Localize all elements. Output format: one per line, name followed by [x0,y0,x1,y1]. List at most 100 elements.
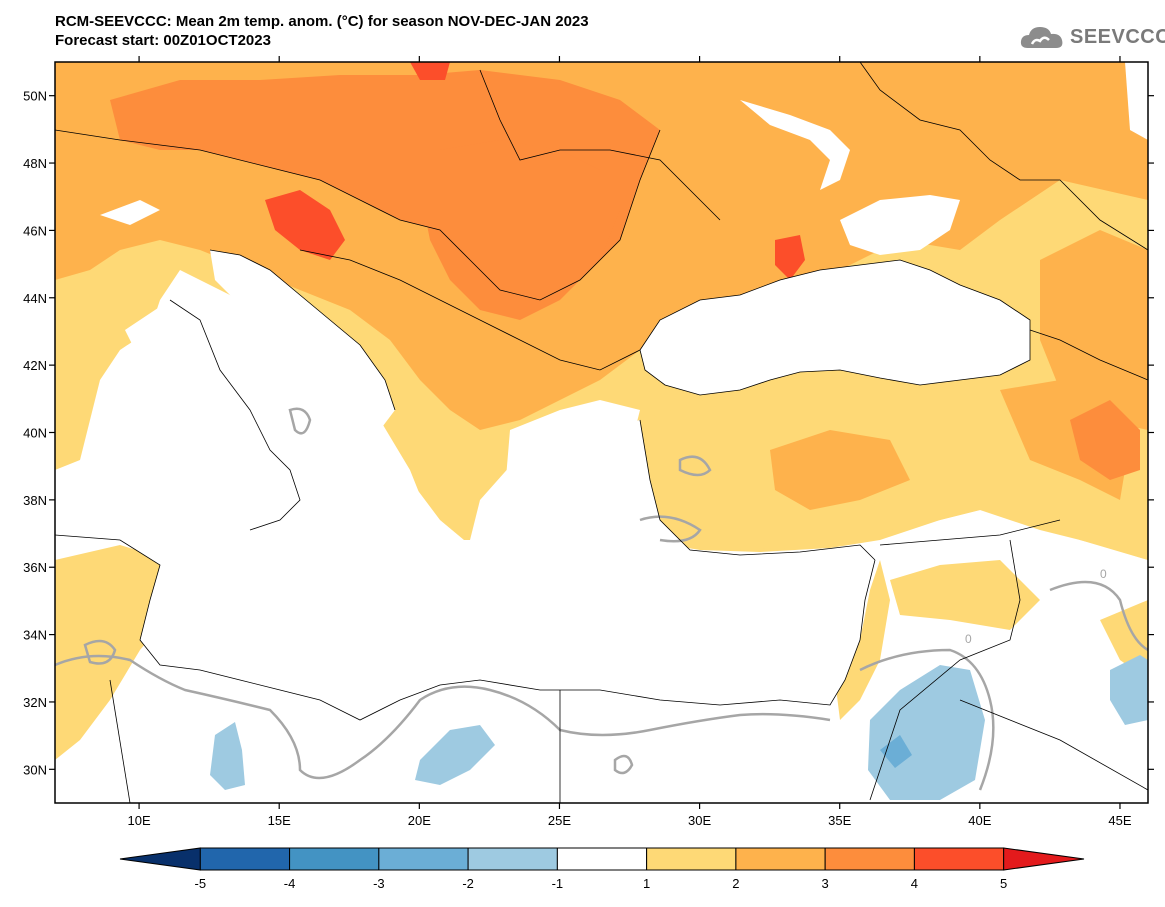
lat-tick-label: 42N [23,358,47,373]
lon-tick-label: 20E [408,813,431,828]
colorbar-swatch-max [1003,847,1085,871]
lat-tick-label: 50N [23,89,47,104]
anomaly-zone-neg-libya [210,722,245,790]
lat-tick-label: 44N [23,291,47,306]
zero-contour-north-africa [55,654,831,780]
black-sea [640,260,1030,395]
adriatic-sea [210,250,395,430]
lon-tick-label: 45E [1108,813,1131,828]
border-arabia [959,699,1148,791]
colorbar-swatch [735,847,826,871]
title-line-2: Forecast start: 00Z01OCT2023 [55,32,271,49]
logo-text: SEEVCCC [1070,26,1165,48]
negative-anomalies [210,655,1148,800]
border-central-europe [55,129,661,301]
border-east [859,62,1148,251]
anomaly-zone-2-3-turkey [770,430,910,510]
zero-contour-east [1049,580,1148,652]
colorbar-label: 1 [643,876,650,891]
aegean-sea [505,400,640,560]
anomaly-zone-neg-egypt [415,725,495,785]
border-balkans [299,249,641,371]
colorbar-swatch [913,847,1005,871]
border-iraq [869,539,1021,801]
colorbar-label: -5 [195,876,207,891]
colorbar-label: 2 [732,876,739,891]
lat-tick-label: 36N [23,560,47,575]
lon-tick-label: 15E [268,813,291,828]
lat-tick-label: 46N [23,223,47,238]
zero-contour-italy [288,407,312,435]
colorbar-swatch [199,847,291,871]
seevccc-logo: SEEVCCC [1018,22,1165,54]
title-line-1: RCM-SEEVCCC: Mean 2m temp. anom. (°C) fo… [55,13,589,30]
coastline-black-sea [639,259,1031,396]
border-turkey-syria [879,519,1061,546]
colorbar-label: -4 [284,876,296,891]
coastline-adriatic [209,249,396,411]
lon-tick-label: 40E [968,813,991,828]
anomaly-zone-neg-east [1110,655,1148,725]
mediterranean-sea [55,330,875,720]
colorbar-swatch [646,847,737,871]
lon-tick-label: 25E [548,813,571,828]
lat-tick-label: 34N [23,628,47,643]
lat-tick-label: 38N [23,493,47,508]
anomaly-shading [55,62,1148,760]
coastline-north-africa [55,534,876,721]
colorbar-swatch [824,847,915,871]
caspian-edge [1125,62,1148,140]
lon-tick-label: 35E [828,813,851,828]
border-tunisia-libya [109,679,131,803]
lat-tick-label: 30N [23,762,47,777]
sea-fragment [100,200,160,225]
colorbar-swatch [378,847,469,871]
lat-tick-label: 40N [23,426,47,441]
map-title: RCM-SEEVCCC: Mean 2m temp. anom. (°C) fo… [55,12,589,50]
anomaly-zone-4-5-crimea [775,235,805,280]
colorbar-swatch [467,847,558,871]
latitude-axis: 30N 32N 34N 36N 38N 40N 42N 44N 46N 48N 50N [23,89,1154,777]
lat-tick-label: 48N [23,156,47,171]
dnieper-reservoir [740,100,850,190]
tyrrhenian-sea [125,300,270,480]
anomaly-zone-4-5 [265,190,345,260]
colorbar-label: -3 [373,876,385,891]
anomaly-zone-1-2-egypt-coast [835,560,890,720]
anomaly-zone-neg-arabia-core [880,735,912,768]
borders [55,62,1148,803]
map-plot-area [55,62,1148,803]
lat-tick-label: 32N [23,695,47,710]
lon-tick-label: 10E [128,813,151,828]
anomaly-zone-3-4-east [1070,400,1140,480]
colorbar-label: -1 [552,876,564,891]
lon-tick-label: 30E [688,813,711,828]
colorbar-swatch [556,847,648,871]
colorbar: -5 -4 -3 -2 -1 1 2 3 4 5 [119,847,1085,891]
anomaly-zone-1-2-libya [55,545,170,760]
zero-contour-turkey [639,515,702,543]
zero-contours [55,407,1148,791]
contour-label-0-b: 0 [965,632,972,646]
zero-contour-egypt-loop [613,754,634,775]
anomaly-zone-4-5-north [410,62,450,80]
border-ukraine [479,69,721,221]
anomaly-zone-3-4-balkans [420,140,620,320]
longitude-axis: 10E 15E 20E 25E 30E 35E 40E 45E [128,56,1132,828]
sea-masks [55,62,1148,720]
contour-label-0: 0 [1100,567,1107,581]
colorbar-label: 3 [822,876,829,891]
coastline-italy [169,299,301,531]
anomaly-zone-2-3-caucasus [1040,230,1148,430]
cloud-icon [1020,27,1063,48]
colorbar-label: -2 [462,876,474,891]
coastline-turkey [639,419,876,561]
zero-contour-libya-loop [83,639,117,665]
colorbar-swatch-min [119,847,201,871]
zero-contour-turkey-2 [678,455,712,477]
zero-contour-levant [859,648,995,791]
colorbar-swatch [289,847,380,871]
azov-sea [840,195,960,255]
anomaly-zone-1-2-levant [890,560,1040,630]
